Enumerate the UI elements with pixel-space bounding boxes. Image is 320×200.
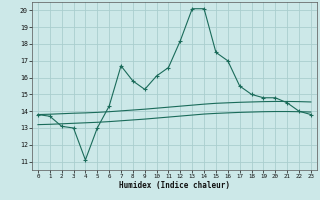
X-axis label: Humidex (Indice chaleur): Humidex (Indice chaleur) [119, 181, 230, 190]
